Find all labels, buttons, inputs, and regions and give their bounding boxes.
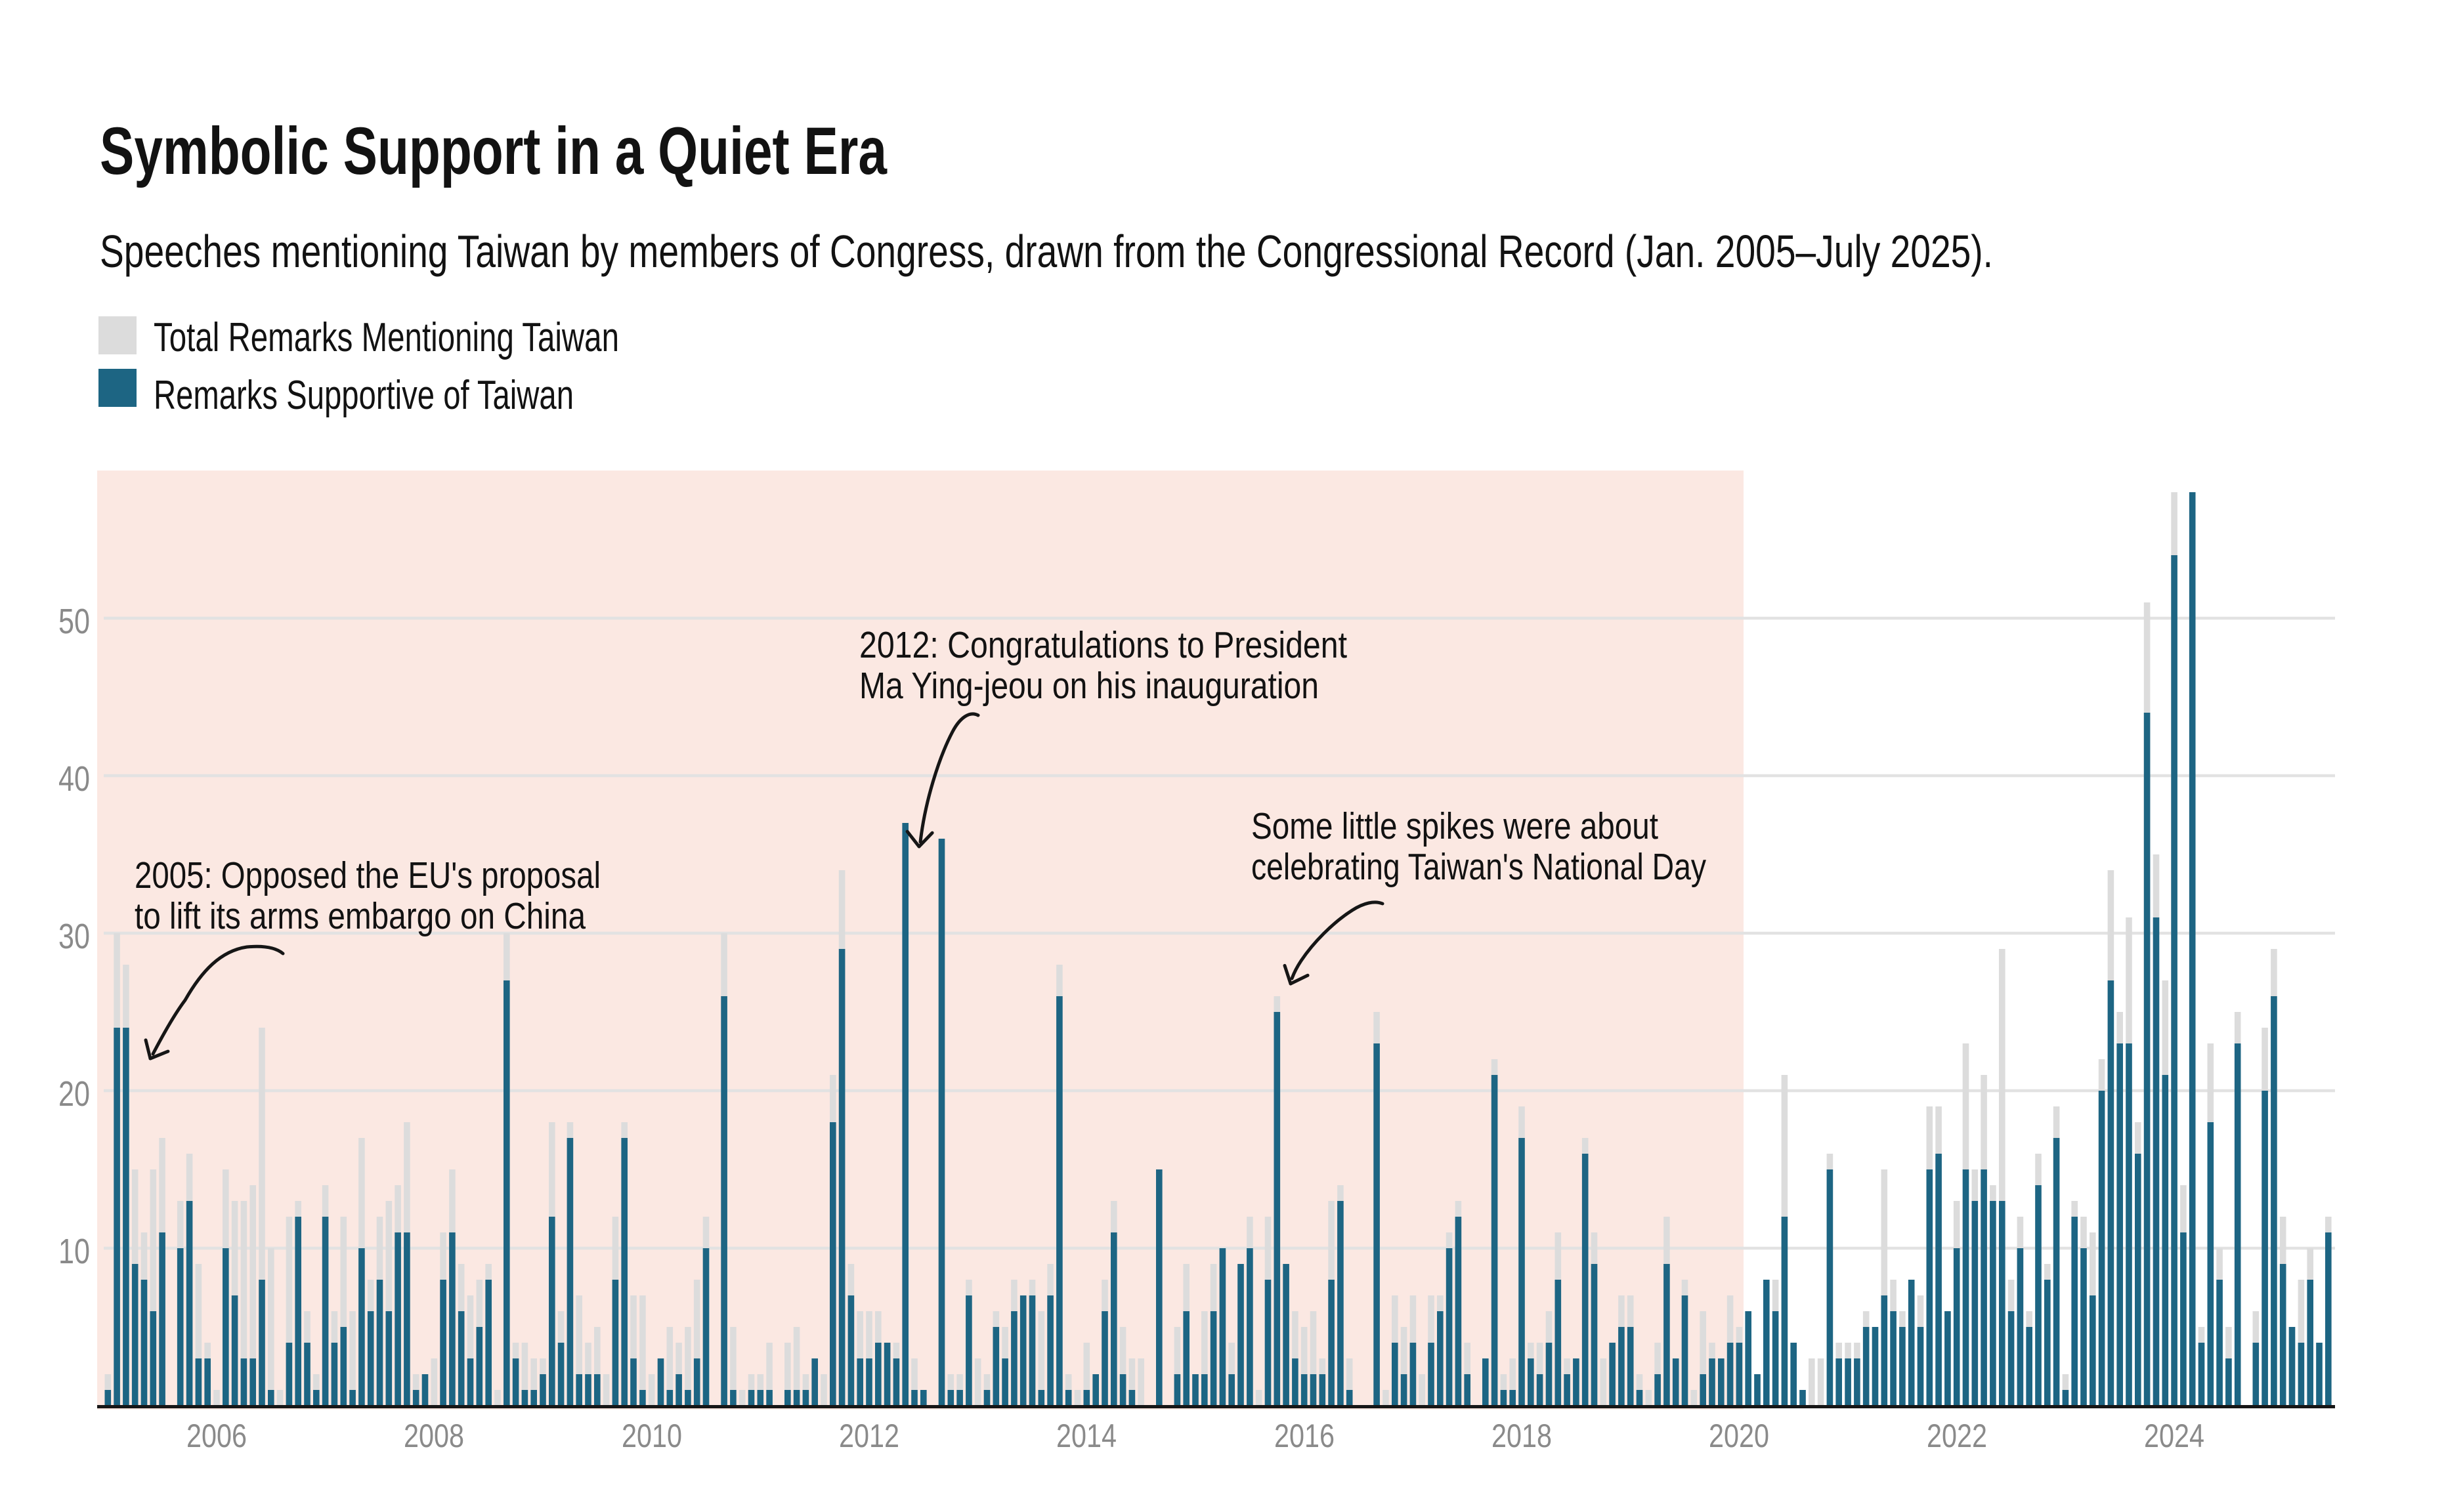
- svg-text:Total Remarks Mentioning Taiwa: Total Remarks Mentioning Taiwan: [154, 315, 619, 360]
- svg-text:to lift its arms embargo on Ch: to lift its arms embargo on China: [135, 895, 586, 937]
- svg-text:50: 50: [58, 602, 90, 641]
- svg-text:celebrating Taiwan's National: celebrating Taiwan's National Day: [1251, 846, 1706, 888]
- svg-text:2008: 2008: [404, 1418, 464, 1454]
- svg-text:10: 10: [58, 1232, 90, 1271]
- svg-text:2024: 2024: [2144, 1418, 2204, 1454]
- svg-text:2016: 2016: [1274, 1418, 1335, 1454]
- svg-text:2006: 2006: [186, 1418, 247, 1454]
- svg-text:Symbolic Support in a Quiet Er: Symbolic Support in a Quiet Era: [100, 114, 888, 188]
- svg-text:40: 40: [58, 759, 90, 799]
- svg-text:2012: 2012: [839, 1418, 899, 1454]
- svg-text:2012: Congratulations to Presi: 2012: Congratulations to President: [859, 624, 1347, 666]
- svg-text:2018: 2018: [1491, 1418, 1552, 1454]
- svg-text:Speeches mentioning Taiwan by: Speeches mentioning Taiwan by members of…: [100, 226, 1993, 277]
- svg-text:2014: 2014: [1056, 1418, 1117, 1454]
- svg-text:Remarks Supportive of Taiwan: Remarks Supportive of Taiwan: [154, 373, 574, 418]
- svg-text:2005: Opposed the EU's proposa: 2005: Opposed the EU's proposal: [135, 854, 601, 896]
- svg-text:2020: 2020: [1709, 1418, 1769, 1454]
- svg-text:2010: 2010: [622, 1418, 682, 1454]
- svg-text:30: 30: [58, 917, 90, 956]
- svg-text:Some little spikes were about: Some little spikes were about: [1251, 805, 1658, 847]
- svg-text:20: 20: [58, 1074, 90, 1114]
- svg-text:2022: 2022: [1927, 1418, 1987, 1454]
- svg-text:Ma Ying-jeou on his inaugurati: Ma Ying-jeou on his inauguration: [859, 665, 1319, 707]
